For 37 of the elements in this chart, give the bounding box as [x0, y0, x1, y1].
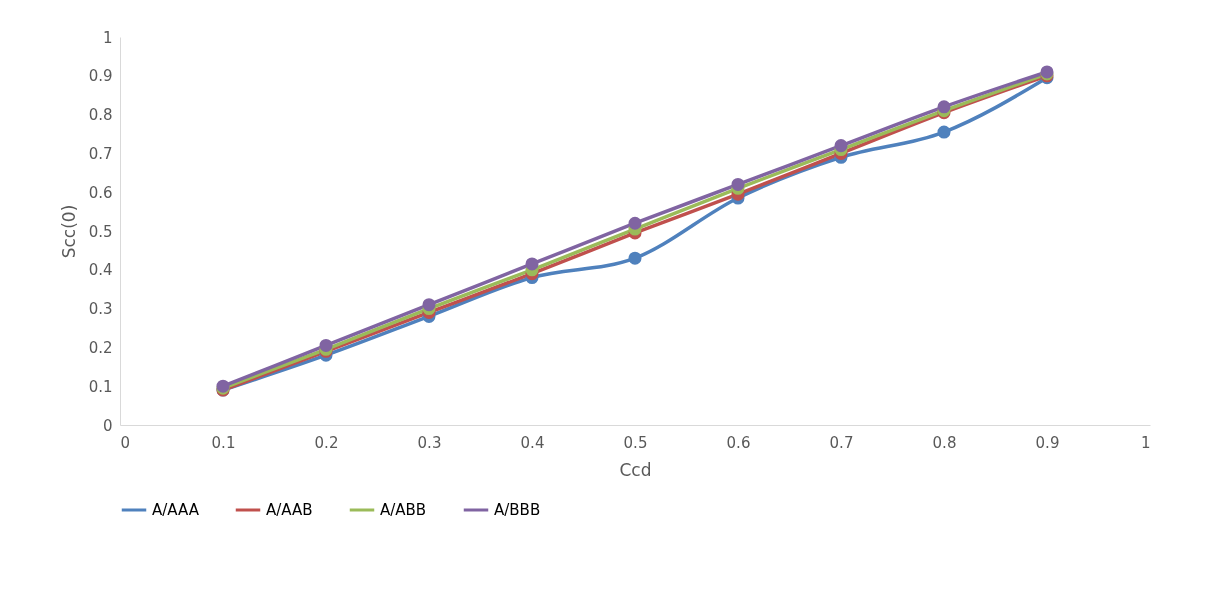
x-tick-label: 1: [1140, 433, 1151, 452]
x-tick-label: 0.1: [211, 433, 236, 452]
point: [834, 139, 848, 153]
point: [628, 251, 642, 265]
x-tick-label: 0.3: [417, 433, 442, 452]
x-tick-label: 0.7: [829, 433, 854, 452]
point: [319, 338, 333, 352]
y-tick-label: 0: [102, 416, 113, 435]
legend-label: A/AAA: [152, 501, 200, 519]
y-tick-label: 0.8: [88, 106, 113, 125]
y-tick-label: 0.5: [88, 222, 113, 241]
x-tick-label: 0.4: [520, 433, 545, 452]
x-tick-label: 0: [120, 433, 131, 452]
x-tick-label: 0.6: [726, 433, 751, 452]
legend-label: A/ABB: [380, 501, 427, 519]
y-tick-label: 0.1: [88, 377, 113, 396]
legend-label: A/AAB: [266, 501, 313, 519]
y-tick-label: 0.9: [88, 67, 113, 86]
y-axis-title: Scc(0): [58, 204, 79, 259]
x-tick-label: 0.9: [1035, 433, 1060, 452]
y-tick-label: 0.4: [88, 261, 113, 280]
x-tick-label: 0.2: [314, 433, 339, 452]
x-tick-label: 0.5: [623, 433, 648, 452]
point: [422, 298, 436, 312]
x-tick-label: 0.8: [932, 433, 957, 452]
y-tick-label: 0.2: [88, 338, 113, 357]
point: [731, 177, 745, 191]
y-tick-label: 1: [102, 28, 113, 47]
legend-label: A/BBB: [494, 501, 541, 519]
x-axis-title: Ccd: [619, 459, 652, 480]
y-tick-label: 0.6: [88, 183, 113, 202]
y-tick-label: 0.3: [88, 300, 113, 319]
y-tick-label: 0.7: [88, 144, 113, 163]
point: [937, 100, 951, 114]
point: [628, 216, 642, 230]
point: [525, 257, 539, 271]
point: [937, 125, 951, 139]
